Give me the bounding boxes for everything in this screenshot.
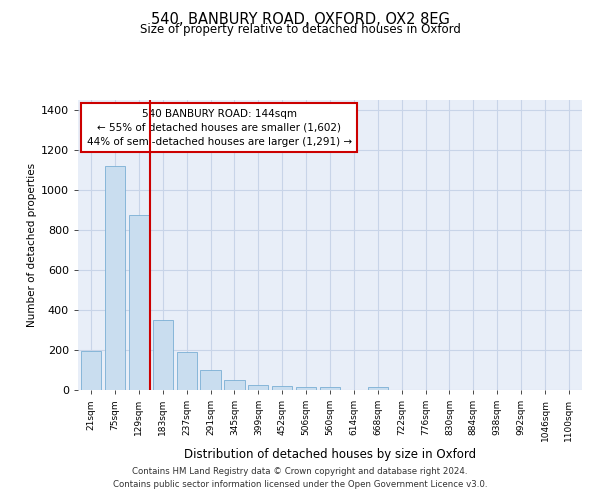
Text: 540 BANBURY ROAD: 144sqm
← 55% of detached houses are smaller (1,602)
44% of sem: 540 BANBURY ROAD: 144sqm ← 55% of detach… — [86, 108, 352, 146]
Bar — [320, 387, 340, 390]
Text: Contains HM Land Registry data © Crown copyright and database right 2024.: Contains HM Land Registry data © Crown c… — [132, 467, 468, 476]
Text: Size of property relative to detached houses in Oxford: Size of property relative to detached ho… — [140, 24, 460, 36]
Bar — [368, 387, 388, 390]
Bar — [248, 385, 268, 390]
Bar — [224, 380, 245, 390]
Bar — [296, 387, 316, 390]
X-axis label: Distribution of detached houses by size in Oxford: Distribution of detached houses by size … — [184, 448, 476, 461]
Bar — [129, 215, 149, 390]
Bar — [176, 352, 197, 390]
Bar — [105, 166, 125, 390]
Bar — [272, 386, 292, 390]
Bar — [81, 351, 101, 390]
Text: Contains public sector information licensed under the Open Government Licence v3: Contains public sector information licen… — [113, 480, 487, 489]
Y-axis label: Number of detached properties: Number of detached properties — [26, 163, 37, 327]
Bar — [152, 320, 173, 390]
Text: 540, BANBURY ROAD, OXFORD, OX2 8EG: 540, BANBURY ROAD, OXFORD, OX2 8EG — [151, 12, 449, 28]
Bar — [200, 370, 221, 390]
